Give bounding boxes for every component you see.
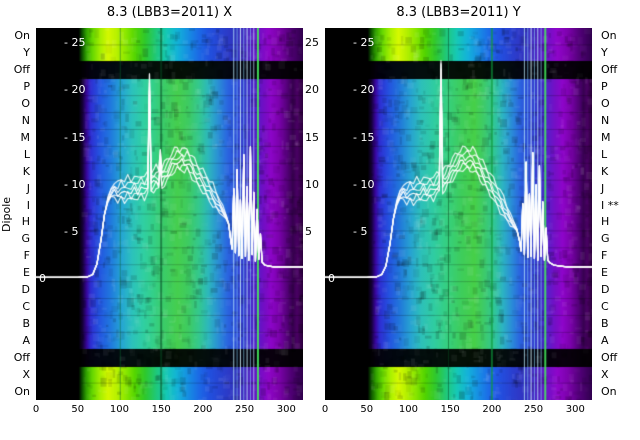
- right-category-label: O: [601, 97, 610, 111]
- right-category-label: X: [601, 367, 609, 381]
- left-category-label: P: [23, 80, 30, 94]
- right-category-label: On: [601, 29, 617, 43]
- inner-value-tick: - 20: [64, 83, 86, 97]
- panel-x: - 25 - 20 - 15 - 10 - 5 0: [36, 28, 303, 400]
- left-category-label: C: [22, 300, 30, 313]
- left-category-label: F: [23, 249, 30, 263]
- right-category-label: E: [601, 266, 608, 280]
- left-category-label: Off: [13, 63, 30, 77]
- left-category-label: E: [23, 266, 30, 280]
- mid-tick-label: 20: [305, 83, 319, 97]
- x-tick-label: 250: [524, 404, 544, 415]
- right-category-label: Off: [601, 63, 618, 77]
- right-category-label: Y: [601, 46, 608, 60]
- inner-value-tick: - 15: [353, 130, 375, 144]
- inner-value-tick: - 15: [64, 130, 86, 144]
- panel-y: - 25 - 20 - 15 - 10 - 5 0: [325, 28, 592, 400]
- x-tick-label: 200: [193, 404, 213, 415]
- mid-tick-label: 25: [305, 36, 319, 50]
- right-category-label: K: [601, 164, 609, 178]
- x-tick-label: 0: [32, 404, 40, 415]
- x-tick-label: 100: [109, 404, 129, 415]
- x-tick-label: 300: [565, 404, 585, 415]
- left-category-label: B: [22, 316, 30, 330]
- x-tick-label: 200: [482, 404, 502, 415]
- inner-value-tick: - 25: [64, 36, 86, 50]
- right-category-label: H: [601, 215, 610, 229]
- right-category-label: I **: [601, 198, 619, 212]
- right-category-label: C: [601, 300, 609, 313]
- left-category-label: Y: [23, 46, 30, 60]
- x-tick-label: 150: [440, 404, 460, 415]
- right-category-label: J: [601, 181, 605, 195]
- right-category-label: L: [601, 147, 608, 161]
- right-category-label: On: [601, 384, 617, 398]
- panel-x-overlay: - 25 - 20 - 15 - 10 - 5 0: [36, 28, 303, 400]
- left-category-label: N: [21, 114, 30, 127]
- left-category-label: I: [26, 198, 30, 212]
- right-category-axis: On Y Off P O N M L K J I ** H G F E D C B A Off X On: [597, 28, 640, 400]
- panel-y-overlay: - 25 - 20 - 15 - 10 - 5 0: [325, 28, 592, 400]
- left-category-label: O: [21, 97, 30, 111]
- panel-y-title: 8.3 (LBB3=2011) Y: [396, 5, 521, 20]
- heatmap-canvas-y: [325, 28, 592, 400]
- x-tick-label: 100: [398, 404, 418, 415]
- x-tick-label: 50: [360, 404, 374, 415]
- right-category-label: B: [601, 316, 609, 330]
- right-category-label: M: [601, 130, 611, 144]
- right-category-label: P: [601, 80, 608, 94]
- panel-x-title: 8.3 (LBB3=2011) X: [106, 5, 233, 20]
- right-category-label: F: [601, 249, 608, 263]
- inner-value-tick: - 10: [353, 177, 375, 191]
- inner-value-tick: - 10: [64, 177, 86, 191]
- mid-tick-label: 15: [305, 130, 319, 144]
- x-tick-label: 300: [276, 404, 296, 415]
- inner-value-tick: - 5: [64, 224, 79, 238]
- left-category-axis: On Y Off P O N M L K J I H G F E D C B A Off X On: [0, 28, 33, 400]
- mid-tick-labels: 25 20 15 10 5: [304, 28, 325, 400]
- inner-value-tick: - 5: [353, 224, 368, 238]
- left-category-label: J: [26, 181, 30, 195]
- mid-tick-label: 10: [305, 177, 319, 191]
- x-tick-label: 0: [321, 404, 329, 415]
- right-category-label: D: [601, 283, 610, 297]
- left-category-label: G: [21, 232, 30, 246]
- x-tick-label: 150: [151, 404, 171, 415]
- left-category-label: X: [22, 367, 30, 381]
- left-category-label: L: [23, 147, 30, 161]
- inner-value-tick: - 20: [353, 83, 375, 97]
- left-category-label: On: [14, 384, 30, 398]
- x-tick-label: 250: [235, 404, 255, 415]
- right-category-label: N: [601, 114, 610, 127]
- left-category-label: Off: [13, 350, 30, 364]
- left-category-label: A: [22, 333, 30, 347]
- heatmap-canvas-x: [36, 28, 303, 400]
- left-category-label: K: [22, 164, 30, 178]
- left-category-label: D: [21, 283, 30, 297]
- right-category-label: Off: [601, 350, 618, 364]
- left-category-label: On: [14, 29, 30, 43]
- right-category-label: A: [601, 333, 609, 347]
- inner-zero-tick: 0: [328, 272, 335, 286]
- inner-zero-tick: 0: [39, 272, 46, 286]
- right-category-label: G: [601, 232, 610, 246]
- left-category-label: M: [20, 130, 31, 144]
- left-category-label: H: [21, 215, 30, 229]
- x-tick-label: 50: [71, 404, 85, 415]
- mid-tick-label: 5: [305, 224, 312, 238]
- inner-value-tick: - 25: [353, 36, 375, 50]
